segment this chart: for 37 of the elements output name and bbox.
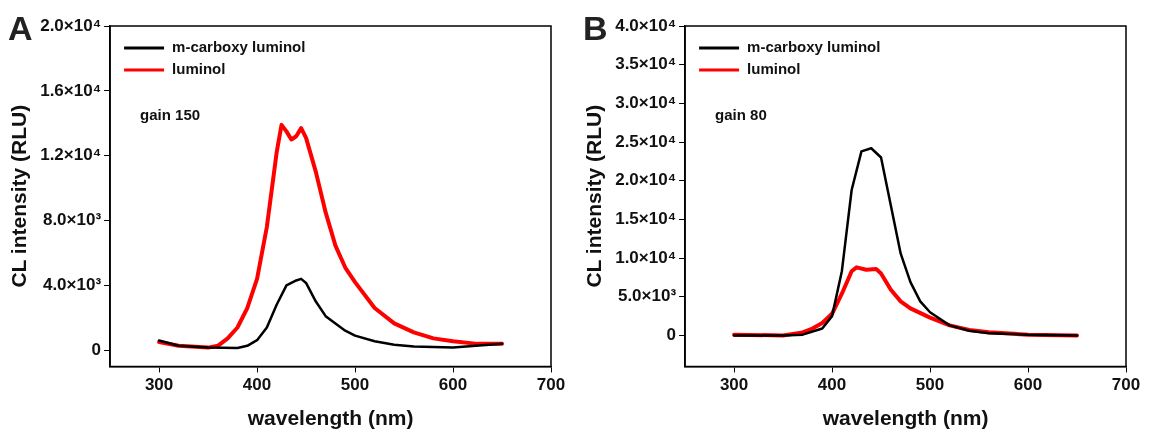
y-tick-label: 2.5×10⁴ [615, 131, 677, 151]
x-tick-label: 700 [1111, 375, 1141, 395]
x-tick-label: 500 [340, 375, 370, 395]
y-tick-label: 5.0×10³ [617, 286, 677, 306]
y-tick-label: 1.6×10⁴ [40, 80, 102, 100]
x-tick-label: 700 [536, 375, 566, 395]
y-tick-label: 1.2×10⁴ [40, 145, 102, 165]
x-tick-label: 300 [144, 375, 174, 395]
annotation: gain 150 [140, 106, 201, 124]
chart-title: A [8, 9, 33, 48]
y-tick-label: 3.0×10⁴ [615, 93, 677, 113]
x-axis-title: wavelength (nm) [821, 406, 989, 430]
y-tick-label: 0 [666, 325, 677, 345]
chart-title: B [583, 9, 608, 48]
legend-label: luminol [747, 60, 801, 78]
x-tick-label: 600 [1013, 375, 1043, 395]
legend-label: m-carboxy luminol [747, 38, 881, 56]
y-tick-label: 2.0×10⁴ [615, 170, 677, 190]
y-tick-label: 2.0×10⁴ [40, 15, 102, 35]
legend-label: m-carboxy luminol [172, 38, 306, 56]
x-tick-label: 300 [719, 375, 749, 395]
y-tick-label: 0 [91, 339, 102, 359]
x-tick-label: 500 [915, 375, 945, 395]
y-axis-title: CL intensity (RLU) [7, 104, 31, 288]
y-tick-label: 4.0×10³ [42, 275, 102, 295]
y-tick-label: 3.5×10⁴ [615, 54, 677, 74]
y-tick-label: 8.0×10³ [42, 210, 102, 230]
legend-label: luminol [172, 60, 226, 78]
x-tick-label: 400 [242, 375, 272, 395]
y-axis-title: CL intensity (RLU) [582, 104, 606, 288]
y-tick-label: 4.0×10⁴ [615, 15, 677, 35]
y-tick-label: 1.5×10⁴ [615, 209, 677, 229]
x-tick-label: 400 [817, 375, 847, 395]
annotation: gain 80 [715, 106, 767, 124]
x-tick-label: 600 [438, 375, 468, 395]
y-tick-label: 1.0×10⁴ [615, 247, 677, 267]
x-axis-title: wavelength (nm) [246, 406, 414, 430]
